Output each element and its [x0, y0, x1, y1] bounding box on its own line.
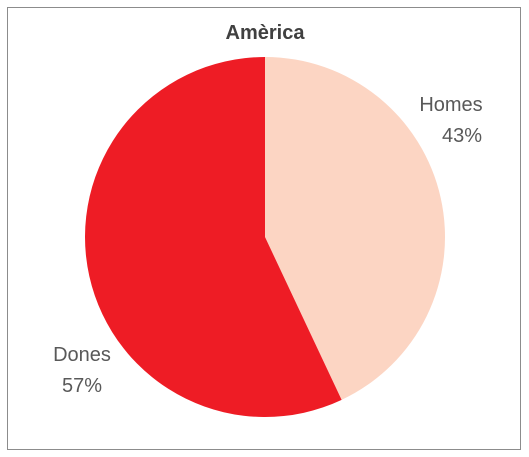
- slice-label-homes: Homes: [419, 94, 482, 116]
- slice-value-homes: 43%: [442, 125, 482, 147]
- chart-title: Amèrica: [226, 22, 306, 44]
- slice-label-dones: Dones: [53, 344, 111, 366]
- slice-value-dones: 57%: [62, 375, 102, 397]
- pie-slices: [85, 57, 446, 417]
- pie-slice-dones: [85, 57, 342, 417]
- pie-slice-homes: [265, 57, 446, 400]
- slice-labels: Homes 43% Dones 57%: [53, 94, 483, 397]
